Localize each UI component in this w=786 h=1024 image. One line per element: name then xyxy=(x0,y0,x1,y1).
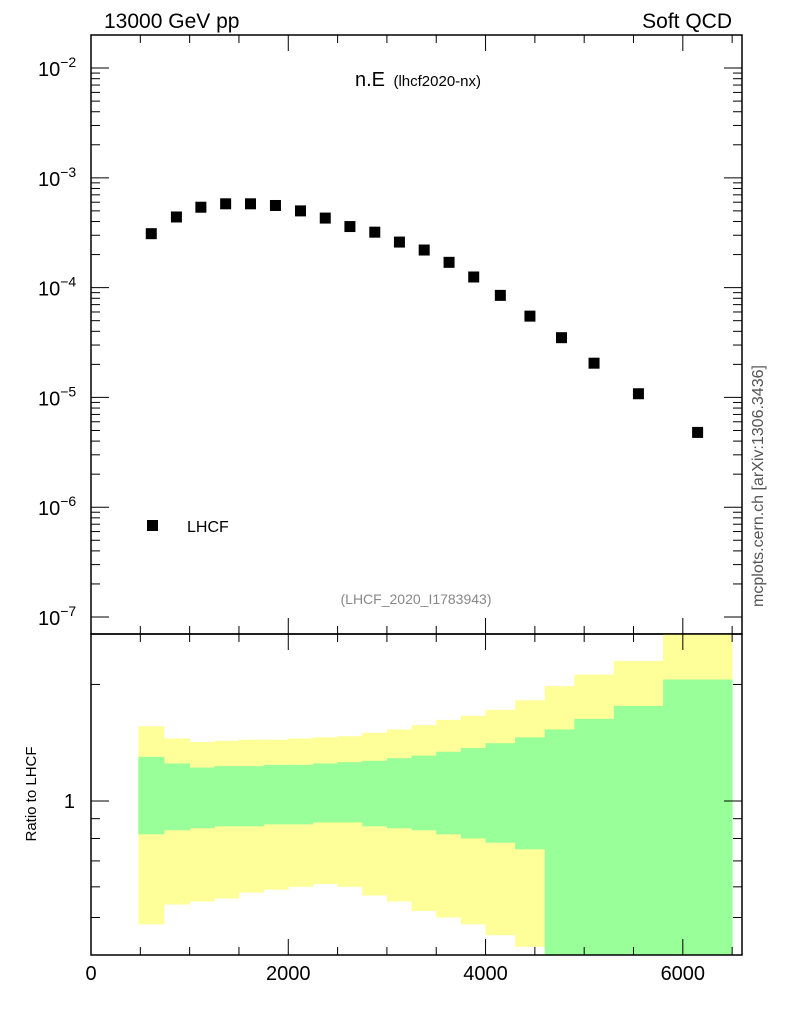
side-credit-label: mcplots.cern.ch [arXiv:1306.3436] xyxy=(750,365,767,607)
ratio-band-bin xyxy=(138,756,165,835)
ratio-band-bin xyxy=(411,755,437,831)
data-point xyxy=(692,426,704,438)
header-left: 13000 GeV pp xyxy=(104,10,239,33)
data-point xyxy=(468,271,480,283)
x-tick-label: 2000 xyxy=(266,963,311,985)
ratio-band-bin xyxy=(544,729,575,955)
ratio-band-bin xyxy=(312,763,338,823)
data-point xyxy=(524,310,536,322)
ratio-band-bin xyxy=(189,767,215,829)
y-tick-label: 10−7 xyxy=(38,603,76,630)
upper-panel: 10−210−310−410−510−610−7 xyxy=(38,34,743,635)
data-point xyxy=(220,198,232,210)
ratio-panel: 0 2000 4000 6000 1 xyxy=(64,633,743,985)
data-point xyxy=(393,236,405,248)
data-point xyxy=(344,221,356,233)
ratio-band-bin xyxy=(386,758,412,829)
ratio-band-bin xyxy=(613,705,664,955)
data-point xyxy=(418,244,430,256)
plot-title-main: n.E xyxy=(355,69,385,91)
data-point xyxy=(269,199,281,211)
ratio-band-bin xyxy=(460,748,486,839)
data-point xyxy=(556,332,567,344)
x-tick-label: 6000 xyxy=(661,963,706,985)
ratio-band-bin xyxy=(288,764,314,825)
ratio-band-bin xyxy=(515,737,546,850)
ratio-band-bin xyxy=(238,766,265,827)
ratio-band-bin xyxy=(485,743,516,843)
data-point xyxy=(369,226,381,238)
y-tick-label: 10−3 xyxy=(38,164,76,191)
plot-title-sub: (lhcf2020-nx) xyxy=(393,73,481,90)
y-tick-exponent: −5 xyxy=(60,383,76,399)
data-point xyxy=(145,228,157,240)
y-tick-exponent: −4 xyxy=(60,274,76,290)
ratio-band-bin xyxy=(214,766,240,827)
x-tick-label: 4000 xyxy=(463,963,508,985)
y-tick-exponent: −2 xyxy=(60,54,76,70)
data-point xyxy=(170,211,182,223)
y-tick-base: 10 xyxy=(38,169,60,191)
y-tick-base: 10 xyxy=(38,59,60,81)
y-tick-exponent: −3 xyxy=(60,164,76,180)
y-tick-base: 10 xyxy=(38,279,60,301)
ratio-y-tick-label: 1 xyxy=(64,791,75,813)
data-point xyxy=(295,205,306,217)
data-point xyxy=(494,289,506,301)
ratio-frame xyxy=(90,633,743,956)
upper-frame xyxy=(90,34,743,635)
y-tick-base: 10 xyxy=(38,388,60,410)
y-tick-label: 10−4 xyxy=(38,274,76,301)
ratio-band-bin xyxy=(436,751,462,835)
ratio-band-bin xyxy=(263,764,289,825)
ratio-band-bin xyxy=(163,763,191,831)
x-tick-label: 0 xyxy=(85,963,96,985)
ratio-ylabel: Ratio to LHCF xyxy=(23,746,40,841)
y-tick-label: 10−5 xyxy=(38,383,76,410)
data-point xyxy=(245,198,256,210)
legend-label: LHCF xyxy=(187,519,229,536)
y-tick-exponent: −6 xyxy=(60,493,76,509)
plot-title: n.E (lhcf2020-nx) xyxy=(355,69,481,91)
data-point xyxy=(588,357,600,369)
ratio-band-bin xyxy=(337,762,363,823)
y-tick-label: 10−2 xyxy=(38,54,76,81)
y-tick-base: 10 xyxy=(38,608,60,630)
data-point xyxy=(443,256,455,268)
data-point xyxy=(319,212,331,224)
header-right: Soft QCD xyxy=(642,10,732,33)
data-point xyxy=(195,201,207,213)
y-tick-exponent: −7 xyxy=(60,603,76,619)
ratio-band-bin xyxy=(663,679,733,955)
reference-id: (LHCF_2020_I1783943) xyxy=(341,591,492,607)
y-tick-base: 10 xyxy=(38,498,60,520)
ratio-band-bin xyxy=(574,718,615,955)
y-tick-label: 10−6 xyxy=(38,493,76,520)
data-point xyxy=(632,388,644,400)
legend-marker xyxy=(147,520,158,531)
ratio-band-bin xyxy=(362,760,388,827)
